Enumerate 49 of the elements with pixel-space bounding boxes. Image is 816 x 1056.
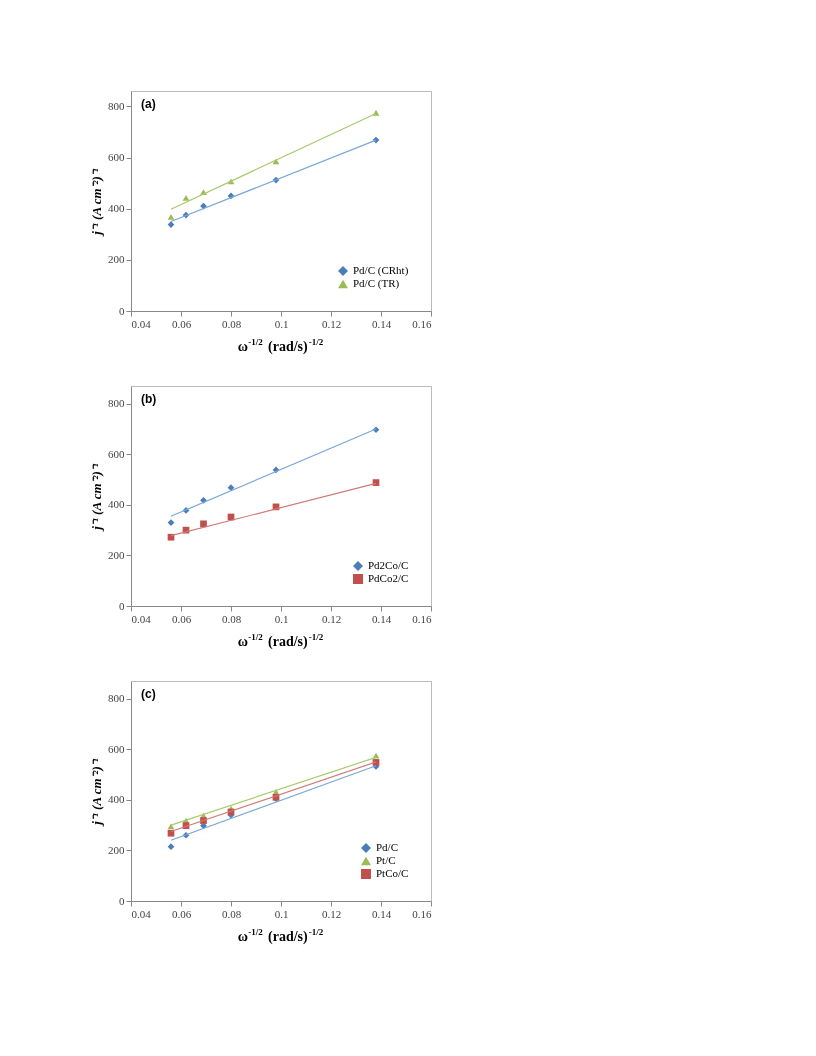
x-tick-label: 0.16: [412, 317, 432, 330]
x-tick-label: 0.06: [171, 907, 192, 920]
legend-label: PtCo/C: [376, 867, 409, 879]
y-tick-label: 400: [108, 202, 125, 215]
annotation: (b): [141, 392, 157, 406]
y-tick-label: 600: [108, 447, 125, 460]
y-tick-label: 200: [108, 548, 125, 561]
x-tick-label: 0.1: [274, 612, 289, 625]
legend-label: Pt/C: [376, 854, 396, 866]
y-tick-label: 600: [108, 742, 125, 755]
x-tick-label: 0.14: [371, 907, 392, 920]
annotation: (a): [141, 97, 156, 111]
legend-label: Pd2Co/C: [368, 559, 409, 571]
legend-label: Pd/C: [376, 841, 399, 853]
x-tick-label: 0.14: [371, 612, 392, 625]
x-tick-label: 0.08: [221, 612, 242, 625]
x-tick-label: 0.1: [274, 317, 289, 330]
y-tick-label: 0: [119, 894, 125, 907]
x-tick-label: 0.04: [131, 907, 152, 920]
y-tick-label: 0: [119, 599, 125, 612]
x-tick-label: 0.12: [321, 317, 342, 330]
x-tick-label: 0.08: [221, 907, 242, 920]
y-tick-label: 0: [119, 304, 125, 317]
y-tick-label: 800: [108, 99, 125, 112]
legend-label: PdCo2/C: [368, 572, 409, 584]
y-axis-title: j⁻¹ (A cm⁻²)⁻¹: [89, 758, 104, 827]
y-tick-label: 600: [108, 151, 125, 164]
x-tick-label: 0.16: [412, 612, 432, 625]
y-axis-title: j⁻¹ (A cm⁻²)⁻¹: [89, 168, 104, 237]
annotation: (c): [141, 687, 156, 701]
x-tick-label: 0.06: [171, 317, 192, 330]
x-tick-label: 0.08: [221, 317, 242, 330]
x-tick-label: 0.1: [274, 907, 289, 920]
x-tick-label: 0.12: [321, 907, 342, 920]
y-tick-label: 200: [108, 253, 125, 266]
legend-label: Pd/C (CRht): [353, 264, 409, 277]
x-tick-label: 0.04: [131, 317, 152, 330]
x-tick-label: 0.16: [412, 907, 432, 920]
y-tick-label: 200: [108, 843, 125, 856]
x-tick-label: 0.12: [321, 612, 342, 625]
x-tick-label: 0.04: [131, 612, 152, 625]
y-tick-label: 400: [108, 793, 125, 806]
y-tick-label: 800: [108, 397, 125, 410]
x-tick-label: 0.14: [371, 317, 392, 330]
legend-label: Pd/C (TR): [353, 277, 400, 290]
y-axis-title: j⁻¹ (A cm⁻²)⁻¹: [89, 463, 104, 532]
x-tick-label: 0.06: [171, 612, 192, 625]
y-tick-label: 800: [108, 692, 125, 705]
y-tick-label: 400: [108, 498, 125, 511]
